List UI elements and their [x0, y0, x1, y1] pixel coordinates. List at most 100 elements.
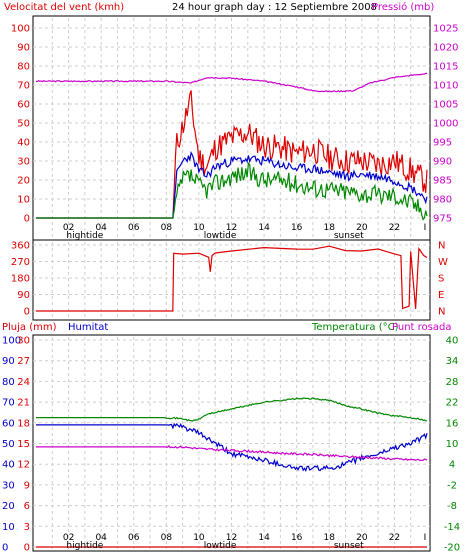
wind-axis-title: Velocitat del vent (kmh) [4, 2, 124, 13]
y-right-tick-label: 16 [446, 418, 459, 429]
y-right-tick-label: 1015 [433, 62, 458, 73]
x-tick-label: 10 [193, 223, 205, 233]
x-tick-label: 04 [95, 533, 107, 543]
series-line-temperature [36, 397, 428, 422]
x-tick-label: 10 [193, 533, 205, 543]
x-tick-label: 04 [95, 223, 107, 233]
y-tick-label: 90 [17, 290, 30, 301]
y-humidity-tick-label: 20 [2, 501, 15, 512]
sunset-marker: sunset [334, 231, 364, 241]
y-rain-tick-label: 15 [17, 439, 30, 450]
x-tick-label: 14 [258, 533, 270, 543]
y-right-tick-label: 40 [446, 336, 459, 347]
y-rain-tick-label: 0 [24, 543, 30, 554]
y-right-tick-label: 995 [433, 138, 452, 149]
y-right-tick-label: -14 [444, 522, 460, 533]
tick-label-layer: 0102030405060708090100975980985990995100… [2, 24, 460, 554]
y-tick-label: 100 [11, 24, 30, 35]
x-tick-label: 08 [161, 533, 173, 543]
hightide-marker: hightide [66, 541, 103, 551]
y-tick-label: 0 [24, 307, 30, 318]
y-right-tick-label: 985 [433, 176, 452, 187]
y-tick-label: 180 [11, 274, 30, 285]
y-tick-label: 360 [11, 241, 30, 252]
series-line-direction [36, 245, 428, 312]
y-tick-label: 60 [17, 100, 30, 111]
series-line-humidity [36, 422, 428, 473]
x-tick-label: 18 [324, 223, 336, 233]
midnight-marker: I [424, 223, 427, 233]
chart-title: 24 hour graph day : 12 Septiembre 2008 [172, 2, 377, 13]
y-right-tick-label: 28 [446, 377, 459, 388]
y-tick-label: 90 [17, 43, 30, 54]
y-right-tick-label: E [438, 290, 444, 301]
y-tick-label: 70 [17, 81, 30, 92]
x-tick-label: 22 [389, 533, 400, 543]
y-right-tick-label: 1020 [433, 43, 458, 54]
x-tick-label: 06 [128, 533, 140, 543]
y-humidity-tick-label: 80 [2, 377, 15, 388]
series-line-dew [36, 445, 428, 462]
x-tick-label: 14 [258, 223, 270, 233]
y-right-tick-label: 980 [433, 195, 452, 206]
series-line-pressure [35, 72, 428, 93]
lowtide-marker: lowtide [204, 231, 237, 241]
y-humidity-tick-label: 10 [2, 522, 15, 533]
y-rain-tick-label: 27 [17, 356, 30, 367]
y-right-tick-label: W [438, 257, 448, 268]
grid-layer [33, 18, 430, 549]
y-humidity-tick-label: 70 [2, 398, 15, 409]
x-tick-label: 12 [226, 533, 237, 543]
x-tick-label: 20 [356, 533, 368, 543]
x-tick-label: 16 [291, 533, 303, 543]
y-right-tick-label: 34 [446, 356, 459, 367]
y-right-tick-label: S [438, 274, 444, 285]
y-right-tick-label: 975 [433, 214, 452, 225]
x-tick-label: 06 [128, 223, 140, 233]
y-rain-tick-label: 30 [17, 336, 30, 347]
y-right-tick-label: -20 [444, 543, 460, 554]
y-right-tick-label: N [438, 307, 445, 318]
y-rain-tick-label: 6 [24, 501, 30, 512]
y-rain-tick-label: 9 [24, 480, 30, 491]
y-right-tick-label: 1000 [433, 119, 458, 130]
x-tick-label: 16 [291, 223, 303, 233]
y-tick-label: 30 [17, 157, 30, 168]
y-tick-label: 20 [17, 176, 30, 187]
hightide-marker: hightide [66, 231, 103, 241]
temperature-axis-title: Temperatura (°C) [311, 322, 399, 333]
y-right-tick-label: N [438, 241, 445, 252]
sunset-marker: sunset [334, 541, 364, 551]
panel-direction-frame [32, 239, 431, 321]
y-right-tick-label: 1010 [433, 81, 458, 92]
y-tick-label: 50 [17, 119, 30, 130]
series-line-wind_min [36, 161, 428, 221]
x-tick-label: 02 [63, 223, 74, 233]
y-tick-label: 80 [17, 62, 30, 73]
y-right-tick-label: 990 [433, 157, 452, 168]
x-tick-label: 22 [389, 223, 400, 233]
series-layer [35, 72, 428, 548]
humidity-axis-title: Humitat [68, 322, 108, 333]
x-tick-label: 20 [356, 223, 368, 233]
y-right-tick-label: 10 [446, 439, 459, 450]
y-right-tick-label: -2 [447, 480, 457, 491]
y-tick-label: 10 [17, 195, 30, 206]
y-right-tick-label: 1025 [433, 24, 458, 35]
x-tick-label: 02 [63, 533, 74, 543]
y-right-tick-label: 22 [446, 398, 459, 409]
x-tick-label: 18 [324, 533, 336, 543]
y-tick-label: 40 [17, 138, 30, 149]
y-rain-tick-label: 18 [17, 418, 30, 429]
y-rain-tick-label: 3 [24, 522, 30, 533]
y-humidity-tick-label: 100 [2, 336, 21, 347]
y-right-tick-label: -8 [447, 501, 457, 512]
y-tick-label: 0 [24, 214, 30, 225]
dewpoint-axis-title: Punt rosada [392, 322, 451, 333]
y-humidity-tick-label: 90 [2, 356, 15, 367]
y-humidity-tick-label: 30 [2, 480, 15, 491]
y-humidity-tick-label: 40 [2, 460, 15, 471]
midnight-marker: I [424, 533, 427, 543]
